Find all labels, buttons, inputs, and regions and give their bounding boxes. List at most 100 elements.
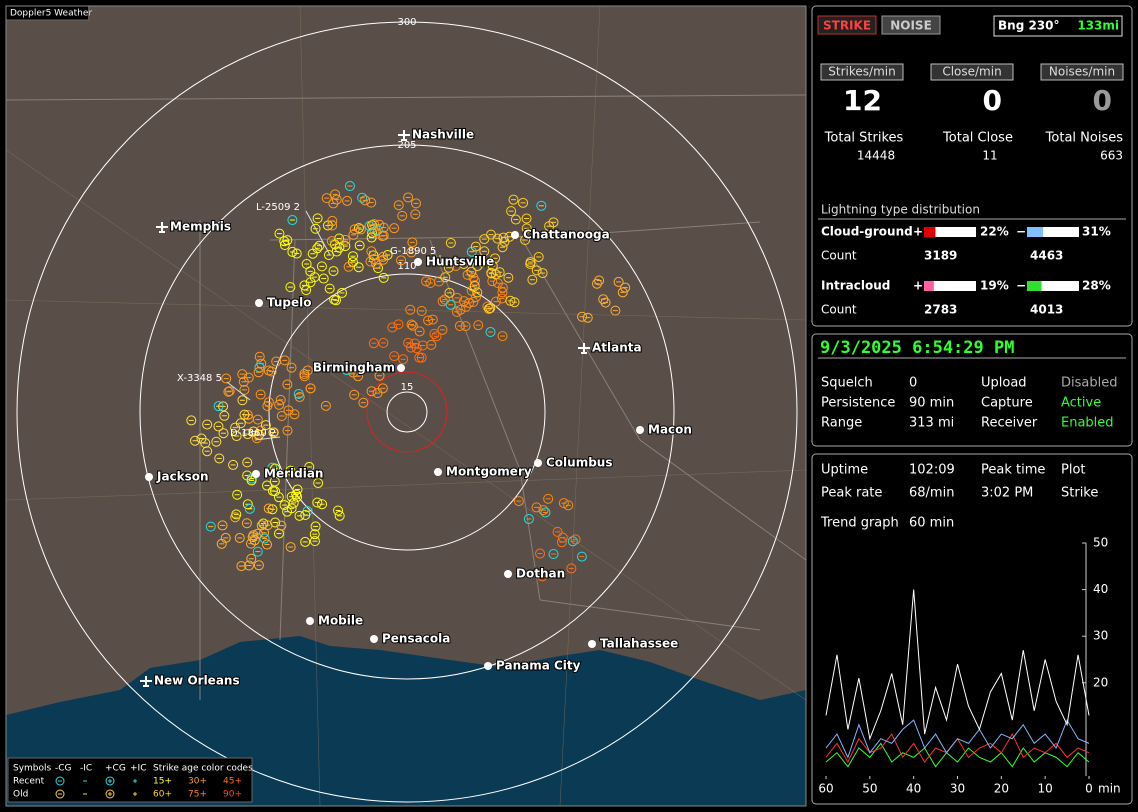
strike (558, 498, 569, 509)
strike (270, 463, 281, 474)
trend-graph: 20 30 40 50 60 50 40 30 20 10 0 min (818, 536, 1120, 796)
y-tick-label: 40 (1093, 582, 1108, 596)
strike (228, 459, 239, 470)
pct-label: 28% (1082, 279, 1111, 293)
border (539, 599, 761, 631)
city-label: Pensacola (382, 632, 450, 646)
strike (536, 200, 547, 211)
strike-button-label[interactable]: STRIKE (823, 19, 871, 33)
strike (256, 520, 267, 531)
strike (291, 248, 302, 259)
strike (423, 315, 434, 326)
noise-button-label[interactable]: NOISE (890, 19, 932, 33)
legend-type: -CG (55, 764, 72, 774)
pct-label: 31% (1082, 225, 1111, 239)
strike (270, 517, 281, 528)
setting: Receiver (981, 416, 1038, 431)
noise-button[interactable] (881, 15, 941, 35)
city-label: Tupelo (267, 296, 312, 310)
strike (540, 507, 551, 518)
strike (548, 217, 559, 228)
strike (267, 485, 278, 496)
strike (252, 528, 263, 539)
ring (16, 21, 798, 803)
strike (312, 497, 323, 508)
city-dot (370, 635, 378, 643)
strike (613, 276, 624, 287)
strike (347, 251, 358, 262)
strike (426, 339, 437, 350)
strike (287, 215, 298, 226)
strike (333, 505, 344, 516)
border (279, 239, 296, 641)
title-tab (6, 6, 88, 20)
strike (241, 518, 252, 529)
strike (317, 499, 328, 510)
strike (482, 301, 493, 312)
y-tick-label: 30 (1093, 629, 1108, 643)
strike (518, 197, 529, 208)
city-label: Montgomery (446, 465, 532, 479)
strike (505, 295, 516, 306)
strike (406, 247, 417, 258)
city-label: Memphis (170, 220, 231, 234)
pct-bar (924, 227, 936, 237)
strike (224, 386, 235, 397)
strike (393, 319, 404, 330)
strike (219, 410, 230, 421)
legend-age: 30+ (188, 777, 207, 787)
strike (302, 365, 313, 376)
strike (492, 233, 503, 244)
y-tick-label: 50 (1093, 536, 1108, 550)
strike (243, 372, 254, 383)
strike (537, 268, 548, 279)
legend-box (7, 757, 253, 803)
strike (598, 294, 609, 305)
strike (521, 213, 532, 224)
strike (570, 534, 581, 545)
x-tick-label: 40 (906, 782, 921, 796)
pct-label: 22% (980, 225, 1009, 239)
strike (464, 297, 475, 308)
strike (279, 500, 290, 511)
strike (490, 296, 501, 307)
strike (484, 303, 495, 314)
x-tick-label: 50 (862, 782, 877, 796)
strike (403, 192, 414, 203)
strike (437, 324, 448, 335)
strike (610, 305, 621, 316)
strike (253, 560, 264, 571)
border (519, 235, 807, 561)
strike (314, 240, 325, 251)
city-dot (306, 617, 314, 625)
strike (543, 493, 554, 504)
strike (387, 322, 398, 333)
datetime: 9/3/2025 6:54:29 PM (820, 338, 1014, 358)
strike (244, 503, 255, 514)
x-tick-label: 60 (818, 782, 833, 796)
strike (213, 401, 224, 412)
stat: 68/min (909, 486, 954, 501)
count: 3189 (924, 249, 957, 263)
strike (487, 260, 498, 271)
strike (444, 287, 455, 298)
legend-type: +CG (105, 764, 126, 774)
city-label: Panama City (496, 659, 581, 673)
strike (462, 269, 473, 280)
strike (266, 366, 277, 377)
strike-button[interactable] (817, 15, 877, 35)
strike (242, 457, 253, 468)
city-label: Chattanooga (523, 228, 610, 242)
tracks: L-2509 2 G-1890 5 X-3348 5 D-1860 2 (177, 202, 441, 441)
strike (498, 232, 509, 243)
pct-bar-frame (1027, 227, 1079, 237)
strike (369, 226, 380, 237)
dist-sign: + (913, 279, 923, 293)
trend-label: Trend graph (820, 516, 899, 531)
track-line (254, 436, 281, 441)
strike (360, 195, 371, 206)
strike (286, 503, 297, 514)
strike (348, 229, 359, 240)
strike (366, 386, 377, 397)
